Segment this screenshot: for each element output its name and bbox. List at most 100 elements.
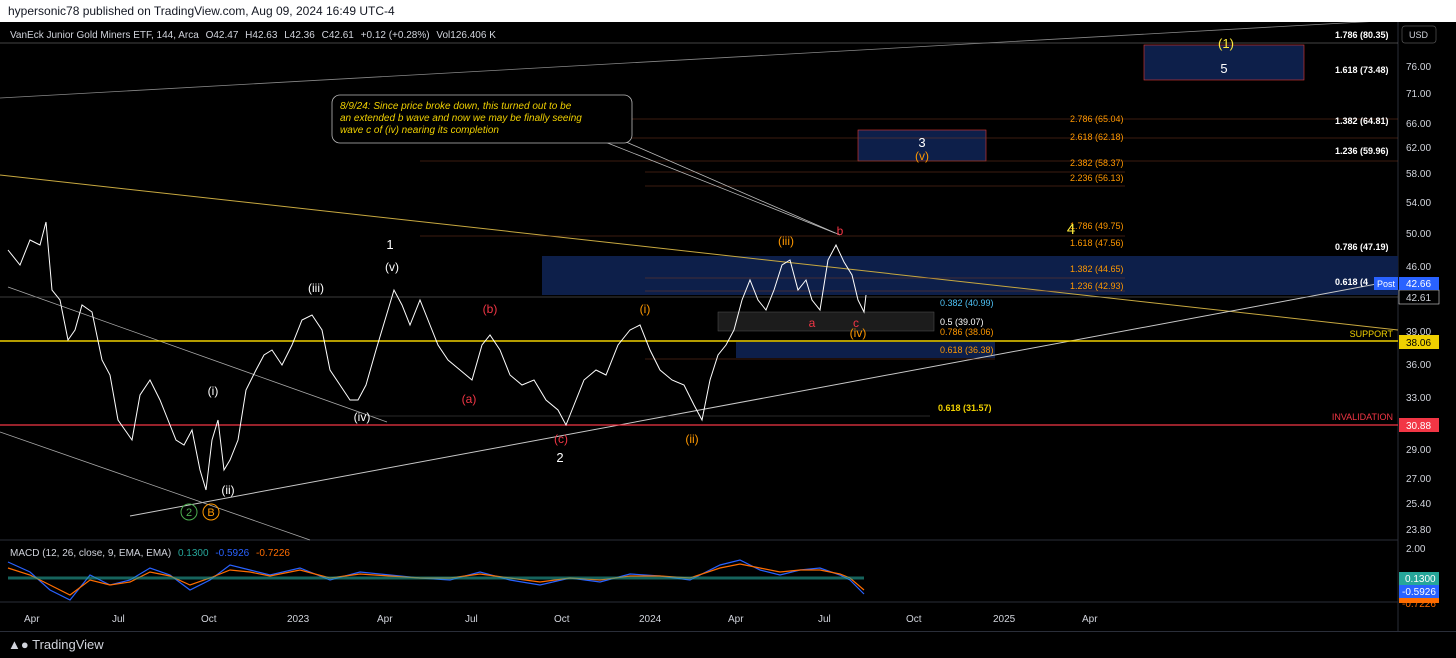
wave-label-b-small: b — [837, 224, 844, 238]
legend-line: VanEck Junior Gold Miners ETF, 144, Arca… — [10, 30, 496, 41]
fib-label: 1.236 (59.96) — [1335, 146, 1389, 156]
invalidation-tag-bg — [1399, 418, 1439, 432]
post-price-tag-bg — [1399, 277, 1439, 290]
close-label: C — [322, 30, 329, 41]
lower-channel-line[interactable] — [0, 431, 311, 541]
open-label: O — [206, 30, 214, 41]
time-axis[interactable]: Apr Jul Oct 2023 Apr Jul Oct 2024 Apr Ju… — [24, 614, 1098, 625]
macd-scale-tick: 2.00 — [1406, 544, 1426, 555]
currency-button-bg[interactable] — [1401, 25, 1437, 44]
time-tick: 2025 — [993, 614, 1016, 625]
wave-c-target-box[interactable] — [717, 311, 935, 332]
note-line: wave c of (iv) nearing its completion — [340, 125, 499, 136]
price-scale[interactable]: 76.00 71.00 66.00 62.00 58.00 54.00 50.0… — [1398, 62, 1440, 555]
symbol-legend[interactable]: VanEck Junior Gold Miners ETF, 144, Arca… — [10, 30, 496, 41]
fib-label-blue: 0.382 (40.99) — [940, 298, 994, 308]
wave-label-5: 5 — [1220, 61, 1227, 76]
fib-label: 2.786 (65.04) — [1070, 114, 1124, 124]
support-tag: 38.06 — [1406, 338, 1431, 349]
currency-button[interactable]: USD — [1409, 30, 1429, 40]
price-series — [7, 221, 867, 491]
wave-label-3: 3 — [918, 135, 925, 150]
low-label: L — [284, 30, 290, 41]
price-tick: 54.00 — [1406, 198, 1431, 209]
macd-legend[interactable]: MACD (12, 26, close, 9, EMA, EMA) 0.1300… — [10, 548, 290, 559]
symbol-name: VanEck Junior Gold Miners ETF, 144, Arca — [10, 30, 199, 41]
brand-name: TradingView — [32, 637, 104, 652]
macd-value-2: -0.5926 — [215, 548, 249, 559]
wave-label-iv-orange: (iv) — [850, 326, 867, 340]
macd-tag-1-bg — [1399, 572, 1439, 585]
time-tick: Jul — [465, 614, 478, 625]
wave-label-a-small: a — [809, 316, 816, 330]
macd-tag-3: -0.7226 — [1402, 599, 1436, 610]
wave-label-1: 1 — [386, 237, 393, 252]
fib-label: 0.786 (47.19) — [1335, 242, 1389, 252]
circled-b-icon — [202, 503, 220, 521]
fib-label-white: 0.5 (39.07) — [940, 317, 984, 327]
footer-bar: ▲● TradingView — [0, 631, 1456, 658]
last-price-tag: 42.61 — [1406, 293, 1431, 304]
wave-label-c-red: (c) — [554, 432, 568, 446]
tradingview-logo-icon: ▲● — [8, 637, 29, 652]
wave-5-target-zone[interactable] — [1143, 44, 1305, 81]
support-tag-bg — [1399, 335, 1439, 349]
wave-3-target-zone[interactable] — [857, 129, 987, 162]
time-tick: 2024 — [639, 614, 662, 625]
fib-label: 2.618 (62.18) — [1070, 132, 1124, 142]
circled-b-label: B — [207, 507, 214, 519]
price-chart[interactable]: 76.00 71.00 66.00 62.00 58.00 54.00 50.0… — [0, 22, 1456, 631]
volume-value: 126.406 K — [450, 30, 496, 41]
macd-title: MACD (12, 26, close, 9, EMA, EMA) — [10, 548, 171, 559]
circled-2-label: 2 — [186, 507, 192, 519]
macd-tag-1: 0.1300 — [1405, 574, 1436, 585]
post-price-tag: 42.66 — [1406, 279, 1431, 290]
resistance-zone[interactable] — [542, 256, 1398, 295]
note-text: 8/9/24: Since price broke down, this tur… — [340, 101, 582, 136]
wave-label-2: 2 — [556, 450, 563, 465]
close-value: 42.61 — [329, 30, 354, 41]
volume-label: Vol — [436, 30, 450, 41]
wave-labels: (1) 5 3 (v) 4 1 (v) (iii) (i) (ii) (iv) … — [208, 36, 1234, 497]
descending-trendline[interactable] — [0, 174, 1399, 331]
low-value: 42.36 — [290, 30, 315, 41]
wave-label-ii-orange: (ii) — [685, 432, 698, 446]
note-line: an extended b wave and now we may be fin… — [340, 113, 582, 124]
fib-labels-right: 1.786 (80.35) 1.618 (73.48) 1.382 (64.81… — [1335, 30, 1389, 287]
fib-label: 1.236 (42.93) — [1070, 281, 1124, 291]
invalidation-tag: 30.88 — [1406, 421, 1431, 432]
time-tick: Apr — [24, 614, 40, 625]
channel-line[interactable] — [7, 286, 388, 423]
time-tick: Apr — [377, 614, 393, 625]
open-value: 42.47 — [213, 30, 238, 41]
high-label: H — [245, 30, 252, 41]
price-tick: 46.00 — [1406, 262, 1431, 273]
price-tick: 23.80 — [1406, 525, 1431, 536]
support-label: SUPPORT — [1350, 329, 1394, 339]
wave-label-b-red: (b) — [483, 302, 498, 316]
published-text: hypersonic78 published on TradingView.co… — [8, 4, 395, 18]
note-pointer-2 — [609, 134, 841, 236]
time-tick: Apr — [728, 614, 744, 625]
fib-label: 2.236 (56.13) — [1070, 173, 1124, 183]
ascending-trendline[interactable] — [129, 279, 1399, 517]
wave-iv-support-zone[interactable] — [736, 342, 995, 358]
macd-tag-3-bg — [1399, 598, 1439, 603]
macd-tag-2-bg — [1399, 585, 1439, 598]
fib-label-yellow: 0.618 (31.57) — [938, 403, 992, 413]
price-tick: 36.00 — [1406, 360, 1431, 371]
time-tick: Jul — [112, 614, 125, 625]
time-tick: Oct — [906, 614, 922, 625]
upper-trendline[interactable] — [0, 22, 1398, 99]
fib-label: 2.382 (58.37) — [1070, 158, 1124, 168]
macd-value-1: 0.1300 — [178, 548, 209, 559]
fib-label: 1.382 (64.81) — [1335, 116, 1389, 126]
time-tick: Oct — [554, 614, 570, 625]
fib-label: 0.618 (36.38) — [940, 345, 994, 355]
invalidation-label: INVALIDATION — [1332, 412, 1393, 422]
note-pointer — [599, 139, 836, 234]
fib-label: 1.618 (47.56) — [1070, 238, 1124, 248]
macd-tag-2: -0.5926 — [1402, 587, 1436, 598]
price-tick: 66.00 — [1406, 119, 1431, 130]
note-callout[interactable] — [331, 94, 633, 144]
